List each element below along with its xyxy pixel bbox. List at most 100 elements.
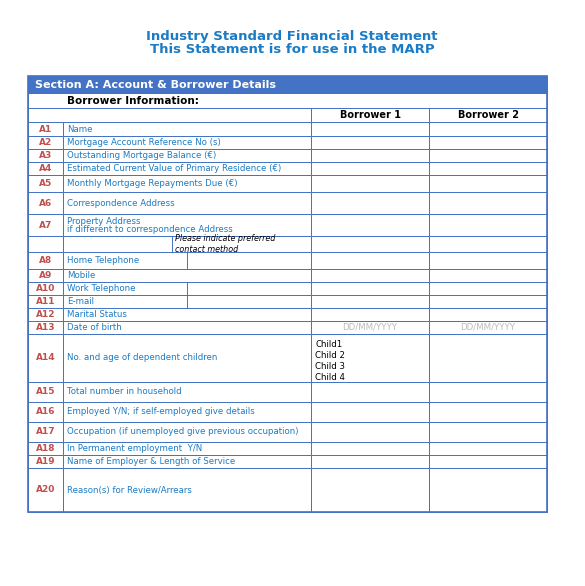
Bar bbox=[429, 321, 547, 334]
Text: A17: A17 bbox=[36, 428, 56, 437]
Bar bbox=[28, 175, 63, 192]
Bar bbox=[28, 162, 63, 175]
Text: Date of birth: Date of birth bbox=[67, 323, 122, 332]
Bar bbox=[63, 236, 172, 252]
Text: Name of Employer & Length of Service: Name of Employer & Length of Service bbox=[67, 457, 235, 466]
Bar bbox=[311, 252, 429, 269]
Bar bbox=[311, 122, 429, 136]
Bar bbox=[28, 282, 63, 295]
Bar bbox=[63, 252, 311, 269]
Text: Borrower 1: Borrower 1 bbox=[339, 110, 401, 120]
Bar bbox=[28, 136, 63, 149]
Bar bbox=[311, 269, 429, 282]
Text: A18: A18 bbox=[36, 444, 55, 453]
Text: A10: A10 bbox=[36, 284, 55, 293]
Bar bbox=[28, 402, 63, 422]
Bar bbox=[311, 334, 429, 382]
Bar bbox=[28, 93, 547, 108]
Bar bbox=[63, 334, 311, 382]
Bar bbox=[63, 175, 311, 192]
Bar bbox=[63, 192, 311, 214]
Bar bbox=[311, 162, 429, 175]
Text: Reason(s) for Review/Arrears: Reason(s) for Review/Arrears bbox=[67, 485, 192, 495]
Bar bbox=[311, 308, 429, 321]
Bar bbox=[311, 192, 429, 214]
Text: Please indicate preferred
contact method: Please indicate preferred contact method bbox=[175, 234, 276, 254]
Bar bbox=[63, 295, 311, 308]
Bar bbox=[429, 468, 547, 512]
Text: A6: A6 bbox=[39, 199, 52, 207]
Text: A9: A9 bbox=[39, 271, 52, 280]
Bar bbox=[63, 308, 311, 321]
Bar bbox=[311, 108, 429, 122]
Text: A19: A19 bbox=[36, 457, 56, 466]
Text: Estimated Current Value of Primary Residence (€): Estimated Current Value of Primary Resid… bbox=[67, 164, 281, 173]
Bar bbox=[311, 402, 429, 422]
Bar bbox=[28, 269, 63, 282]
Bar bbox=[63, 122, 311, 136]
Bar bbox=[28, 214, 63, 236]
Bar bbox=[311, 442, 429, 455]
Bar bbox=[311, 282, 429, 295]
Bar bbox=[63, 282, 311, 295]
Bar bbox=[429, 149, 547, 162]
Text: Child 2: Child 2 bbox=[315, 350, 345, 360]
Text: Monthly Mortgage Repayments Due (€): Monthly Mortgage Repayments Due (€) bbox=[67, 179, 238, 188]
Text: Child1: Child1 bbox=[315, 339, 342, 349]
Text: A1: A1 bbox=[39, 124, 52, 134]
Bar bbox=[429, 334, 547, 382]
Bar bbox=[28, 308, 63, 321]
Bar bbox=[28, 334, 63, 382]
Bar bbox=[429, 136, 547, 149]
Text: Mortgage Account Reference No (s): Mortgage Account Reference No (s) bbox=[67, 138, 221, 147]
Bar bbox=[429, 295, 547, 308]
Bar bbox=[63, 468, 311, 512]
Bar bbox=[28, 442, 63, 455]
Bar bbox=[429, 162, 547, 175]
Text: A20: A20 bbox=[36, 485, 55, 495]
Text: Child 4: Child 4 bbox=[315, 373, 345, 382]
Bar bbox=[63, 455, 311, 468]
Bar bbox=[429, 252, 547, 269]
Bar bbox=[429, 175, 547, 192]
Bar bbox=[28, 422, 63, 442]
Bar bbox=[429, 282, 547, 295]
Bar bbox=[63, 214, 311, 236]
Text: Section A: Account & Borrower Details: Section A: Account & Borrower Details bbox=[35, 80, 276, 90]
Bar bbox=[28, 76, 547, 512]
Text: A15: A15 bbox=[36, 387, 55, 397]
Bar bbox=[63, 149, 311, 162]
Bar bbox=[28, 382, 63, 402]
Bar bbox=[429, 108, 547, 122]
Bar bbox=[429, 455, 547, 468]
Text: Name: Name bbox=[67, 124, 92, 134]
Text: Outstanding Mortgage Balance (€): Outstanding Mortgage Balance (€) bbox=[67, 151, 216, 160]
Bar bbox=[429, 269, 547, 282]
Text: A5: A5 bbox=[39, 179, 52, 188]
Bar bbox=[429, 122, 547, 136]
Text: Home Telephone: Home Telephone bbox=[67, 256, 139, 265]
Bar bbox=[429, 402, 547, 422]
Text: Child 3: Child 3 bbox=[315, 362, 345, 371]
Bar bbox=[311, 422, 429, 442]
Text: Correspondence Address: Correspondence Address bbox=[67, 199, 175, 207]
Bar bbox=[311, 321, 429, 334]
Text: No. and age of dependent children: No. and age of dependent children bbox=[67, 353, 218, 363]
Text: In Permanent employment  Y/N: In Permanent employment Y/N bbox=[67, 444, 202, 453]
Text: A3: A3 bbox=[39, 151, 52, 160]
Text: Work Telephone: Work Telephone bbox=[67, 284, 136, 293]
Bar bbox=[63, 136, 311, 149]
Text: Total number in household: Total number in household bbox=[67, 387, 181, 397]
Bar bbox=[311, 236, 429, 252]
Bar bbox=[172, 236, 311, 252]
Text: A7: A7 bbox=[39, 220, 52, 230]
Bar bbox=[28, 76, 547, 93]
Text: Marital Status: Marital Status bbox=[67, 310, 127, 319]
Text: DD/MM/YYYY: DD/MM/YYYY bbox=[342, 323, 397, 332]
Bar bbox=[28, 122, 63, 136]
Text: This Statement is for use in the MARP: This Statement is for use in the MARP bbox=[150, 43, 434, 56]
Bar bbox=[429, 382, 547, 402]
Bar bbox=[429, 422, 547, 442]
Text: Borrower 2: Borrower 2 bbox=[457, 110, 518, 120]
Text: Mobile: Mobile bbox=[67, 271, 95, 280]
